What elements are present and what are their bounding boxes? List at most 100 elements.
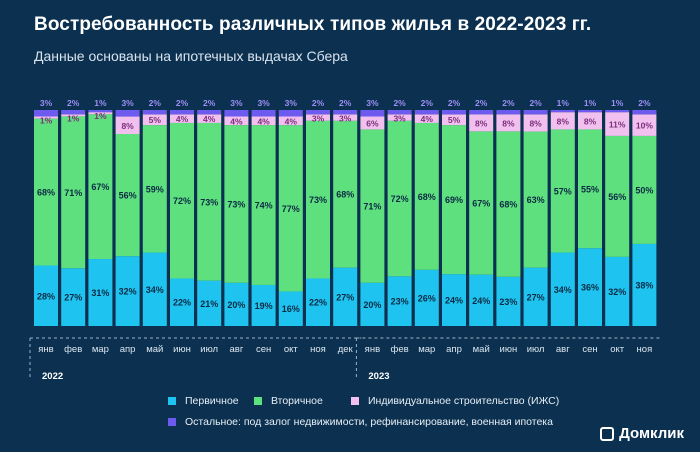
bar-segment-primary xyxy=(115,256,140,326)
bar-segment-secondary xyxy=(224,125,249,283)
bar-segment-other xyxy=(469,110,494,115)
data-label-primary: 20% xyxy=(227,300,245,310)
bar-segment-izhs xyxy=(550,112,575,130)
bar-segment-primary xyxy=(578,248,602,326)
legend-item-other: Остальное: под залог недвижимости, рефин… xyxy=(168,416,553,428)
bar-group-1: 28% 68% 1% 3% xyxy=(34,98,58,326)
bar-segment-secondary xyxy=(61,116,86,269)
data-label-secondary: 56% xyxy=(608,192,626,202)
bar-segment-primary xyxy=(142,252,167,326)
bar-segment-primary xyxy=(251,284,276,326)
bar-segment-izhs xyxy=(115,116,140,134)
bar-segment-other xyxy=(61,110,86,115)
data-label-other: 2% xyxy=(203,98,216,108)
data-label-other: 1% xyxy=(94,98,107,108)
bar-segment-secondary xyxy=(550,129,575,253)
bar-group-2: 27% 71% 1% 2% xyxy=(61,98,86,326)
bar-segment-izhs xyxy=(523,114,548,132)
data-label-primary: 23% xyxy=(499,297,517,307)
bar-segment-secondary xyxy=(278,125,303,292)
legend-label-izhs: Индивидуальное строительство (ИЖС) xyxy=(368,395,560,407)
data-label-izhs: 8% xyxy=(529,118,542,128)
data-label-primary: 22% xyxy=(173,298,191,308)
data-label-izhs: 4% xyxy=(257,116,270,126)
legend-item-izhs: Индивидуальное строительство (ИЖС) xyxy=(351,395,559,407)
data-label-secondary: 57% xyxy=(554,187,572,197)
bar-segment-secondary xyxy=(442,125,466,275)
data-label-secondary: 73% xyxy=(227,199,245,209)
bar-segment-primary xyxy=(523,267,548,326)
data-label-other: 2% xyxy=(529,98,542,108)
data-label-primary: 27% xyxy=(527,292,545,302)
bar-segment-primary xyxy=(224,282,249,326)
bar-segment-izhs xyxy=(442,114,466,126)
data-label-other: 1% xyxy=(611,98,624,108)
bar-segment-secondary xyxy=(34,118,58,266)
data-label-izhs: 8% xyxy=(557,116,570,126)
data-label-secondary: 73% xyxy=(309,195,327,205)
data-label-other: 3% xyxy=(230,98,243,108)
data-label-izhs: 8% xyxy=(584,116,597,126)
bar-segment-other xyxy=(88,110,113,113)
data-label-primary: 26% xyxy=(418,293,436,303)
bar-segment-other xyxy=(496,110,521,115)
bar-segment-other xyxy=(550,110,575,113)
bar-group-12: 27% 68% 3% 2% xyxy=(333,98,358,326)
bar-segment-primary xyxy=(278,291,303,326)
data-label-izhs: 4% xyxy=(421,114,434,124)
bar-segment-izhs xyxy=(170,114,194,123)
legend-item-primary: Первичное xyxy=(168,395,239,407)
data-label-other: 3% xyxy=(257,98,270,108)
bar-segment-other xyxy=(414,110,439,115)
data-label-other: 2% xyxy=(638,98,651,108)
data-label-primary: 24% xyxy=(472,296,490,306)
bar-segment-other xyxy=(170,110,194,115)
bar-group-14: 23% 72% 3% 2% xyxy=(387,98,412,326)
x-tick-label: апр xyxy=(120,344,136,355)
data-label-izhs: 4% xyxy=(285,116,298,126)
data-label-secondary: 68% xyxy=(336,190,354,200)
bar-segment-izhs xyxy=(34,116,58,119)
bar-segment-secondary xyxy=(414,122,439,270)
data-label-secondary: 67% xyxy=(472,199,490,209)
data-label-primary: 32% xyxy=(119,287,137,297)
data-label-other: 2% xyxy=(339,98,352,108)
data-label-other: 3% xyxy=(121,98,134,108)
bar-group-7: 21% 73% 4% 2% xyxy=(197,98,222,326)
bar-group-20: 34% 57% 8% 1% xyxy=(550,98,575,326)
bar-segment-izhs xyxy=(469,114,494,132)
data-label-secondary: 63% xyxy=(527,195,545,205)
data-label-other: 1% xyxy=(584,98,597,108)
bar-segment-izhs xyxy=(88,112,113,115)
x-tick-label: ноя xyxy=(637,344,653,355)
data-label-primary: 28% xyxy=(37,291,55,301)
bar-group-11: 22% 73% 3% 2% xyxy=(306,98,330,326)
data-label-secondary: 56% xyxy=(119,191,137,201)
data-label-izhs: 1% xyxy=(94,111,107,121)
data-label-secondary: 55% xyxy=(581,184,599,194)
bar-segment-secondary xyxy=(142,125,167,253)
bar-segment-secondary xyxy=(496,131,521,277)
bar-group-21: 36% 55% 8% 1% xyxy=(578,98,602,326)
data-label-secondary: 74% xyxy=(255,201,273,211)
brand-name: Домклик xyxy=(619,425,684,442)
bar-group-10: 16% 77% 4% 3% xyxy=(278,98,303,326)
x-tick-label: авг xyxy=(556,344,570,355)
bar-segment-primary xyxy=(306,278,330,326)
bar-segment-izhs xyxy=(306,114,330,121)
legend-swatch-other xyxy=(168,418,176,426)
x-tick-label: ноя xyxy=(310,344,326,355)
data-label-izhs: 3% xyxy=(339,113,352,123)
data-label-other: 3% xyxy=(285,98,298,108)
bar-segment-secondary xyxy=(632,135,657,244)
bar-segment-other xyxy=(442,110,466,115)
data-label-primary: 36% xyxy=(581,283,599,293)
bar-segment-other xyxy=(278,110,303,117)
bar-segment-izhs xyxy=(496,114,521,132)
bar-segment-primary xyxy=(88,259,113,326)
bar-segment-secondary xyxy=(578,129,602,249)
bar-segment-secondary xyxy=(197,122,222,281)
data-label-other: 2% xyxy=(176,98,189,108)
bar-segment-izhs xyxy=(333,114,358,121)
bar-group-22: 32% 56% 11% 1% xyxy=(605,98,630,326)
